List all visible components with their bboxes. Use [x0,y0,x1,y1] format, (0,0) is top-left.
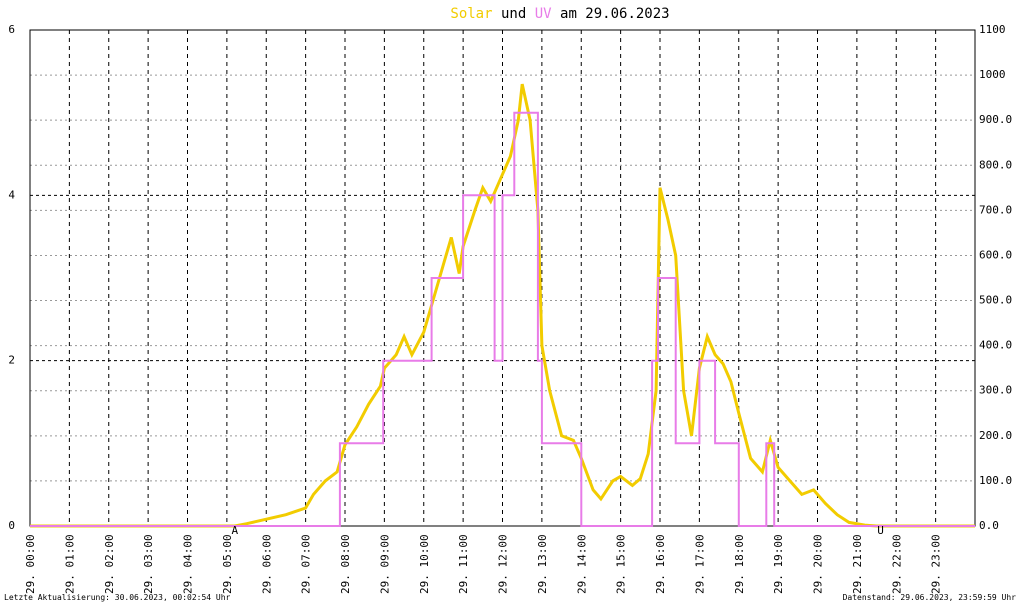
x-tick-label: 29. 04:00 [182,534,195,594]
y2-tick-label: 700.0 [979,203,1012,216]
x-tick-label: 29. 23:00 [930,534,943,594]
y2-tick-label: 500.0 [979,294,1012,307]
x-tick-label: 29. 08:00 [339,534,352,594]
x-tick-label: 29. 21:00 [851,534,864,594]
y-tick-label: 4 [8,188,15,201]
x-tick-label: 29. 22:00 [890,534,903,594]
y2-tick-label: 200.0 [979,429,1012,442]
y2-tick-label: 100.0 [979,474,1012,487]
y2-tick-label: 600.0 [979,248,1012,261]
title-part: UV [535,6,552,22]
series-line [30,83,975,528]
x-tick-label: 29. 18:00 [733,534,746,594]
x-tick-label: 29. 13:00 [536,534,549,594]
annotation: U [877,524,884,537]
x-tick-label: 29. 03:00 [142,534,155,594]
y2-tick-label: 400.0 [979,339,1012,352]
x-tick-label: 29. 10:00 [418,534,431,594]
x-tick-label: 29. 12:00 [497,534,510,594]
y2-tick-label: 0.0 [979,519,999,532]
y-tick-label: 6 [8,23,15,36]
plot-frame [29,29,976,527]
x-tick-label: 29. 07:00 [300,534,313,594]
x-tick-label: 29. 15:00 [615,534,628,594]
x-tick-label: 29. 09:00 [378,534,391,594]
y2-tick-label: 1000 [979,68,1006,81]
y-tick-label: 0 [8,519,15,532]
x-tick-label: 29. 14:00 [575,534,588,594]
x-tick-label: 29. 06:00 [260,534,273,594]
x-tick-label: 29. 00:00 [24,534,37,594]
title-part: und [501,6,526,22]
y2-tick-label: 300.0 [979,384,1012,397]
y2-tick-label: 900.0 [979,113,1012,126]
y2-tick-label: 800.0 [979,158,1012,171]
chart-title: Solar und UV am 29.06.2023 [450,6,669,22]
series-line [30,111,975,527]
x-tick-label: 29. 16:00 [654,534,667,594]
x-tick-label: 29. 01:00 [63,534,76,594]
title-part: Solar [450,6,492,22]
x-tick-label: 29. 05:00 [221,534,234,594]
x-tick-label: 29. 17:00 [693,534,706,594]
footer-left: Letzte Aktualisierung: 30.06.2023, 00:02… [4,593,231,602]
y-tick-label: 2 [8,354,15,367]
x-tick-label: 29. 19:00 [772,534,785,594]
x-tick-label: 29. 02:00 [103,534,116,594]
title-part: am 29.06.2023 [560,6,670,22]
x-tick-label: 29. 11:00 [457,534,470,594]
annotation: A [231,524,238,537]
x-tick-label: 29. 20:00 [812,534,825,594]
y2-tick-label: 1100 [979,23,1006,36]
footer-right: Datenstand: 29.06.2023, 23:59:59 Uhr [843,593,1017,602]
